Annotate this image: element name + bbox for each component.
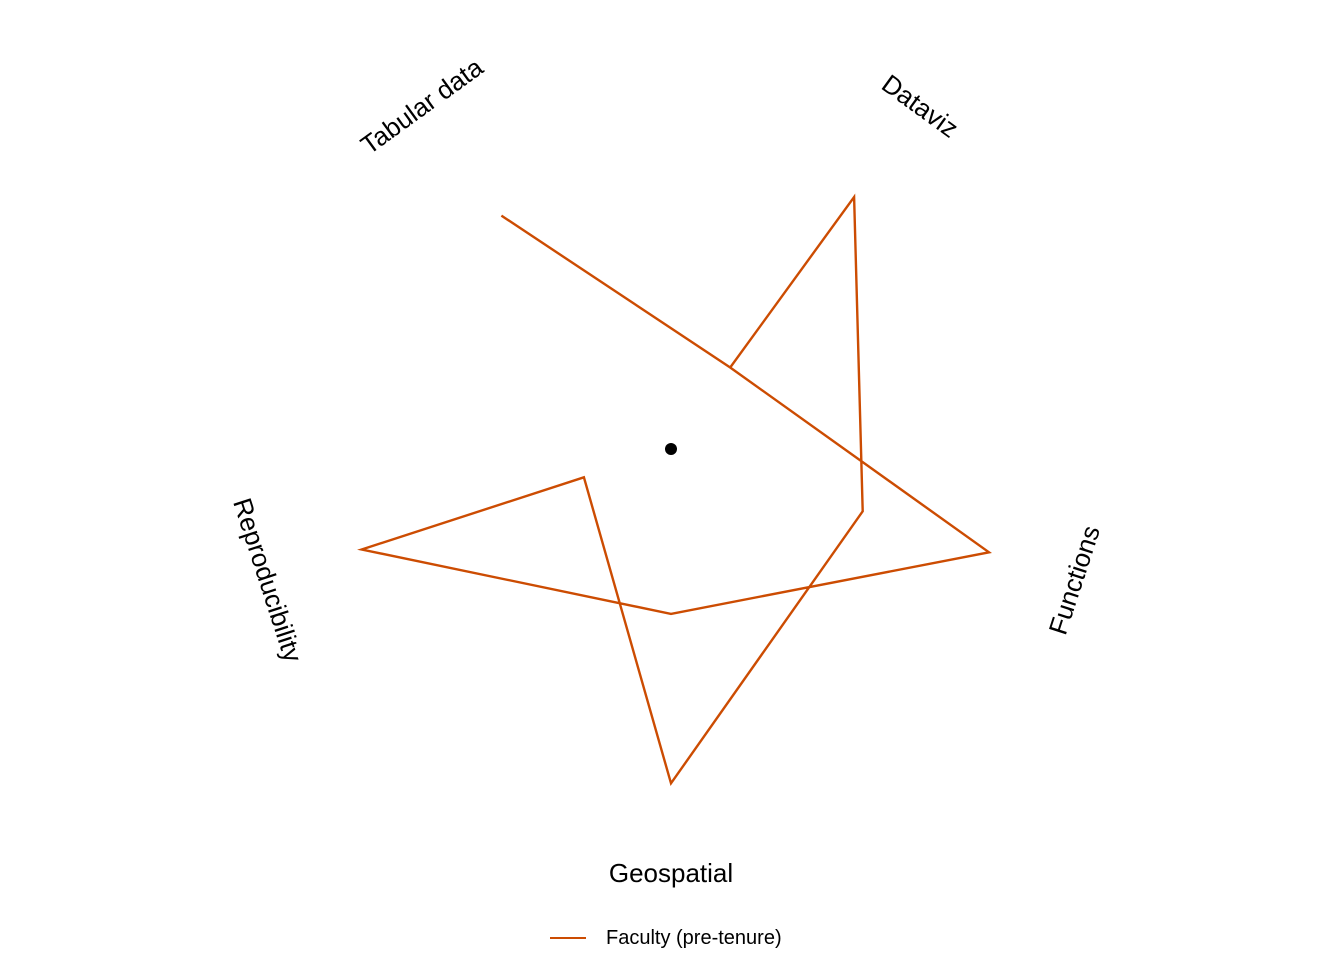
series-line [357, 193, 992, 787]
legend-label: Faculty (pre-tenure) [606, 926, 782, 949]
legend-key-line [550, 937, 586, 939]
axis-label: Geospatial [609, 858, 733, 888]
axis-labels: Tabular data Dataviz Functions Geospatial Re… [227, 51, 1106, 888]
series-layer [357, 193, 992, 787]
legend: Faculty (pre-tenure) [550, 924, 782, 952]
axis-label: Tabular data [355, 51, 489, 160]
axis-label: Functions [1043, 522, 1106, 638]
axis-label: Dataviz [876, 68, 964, 143]
center-point [665, 443, 677, 455]
axis-label: Reproducibility [227, 494, 308, 665]
